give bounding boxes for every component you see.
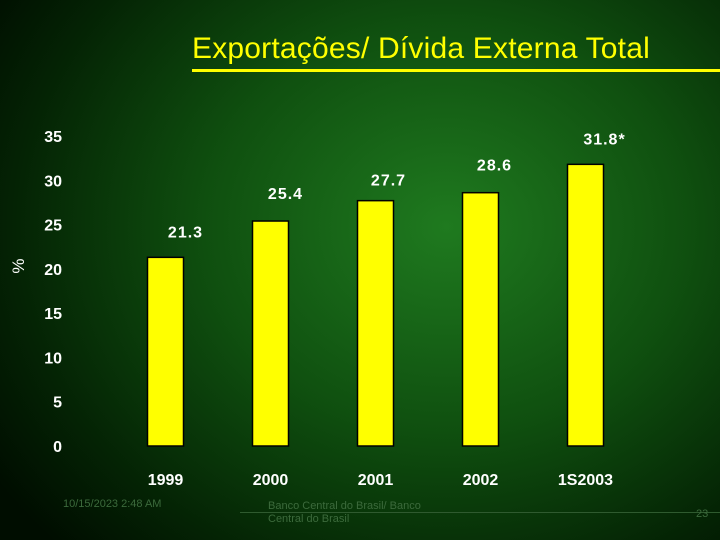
y-tick-label: 5: [53, 395, 62, 412]
x-tick-label: 2002: [463, 472, 499, 489]
y-tick-label: 25: [44, 218, 62, 235]
data-label: 25.4: [268, 186, 303, 203]
page-number: 23: [696, 508, 709, 520]
bar: [251, 220, 290, 447]
chart-title: Exportações/ Dívida Externa Total: [192, 32, 650, 65]
y-tick-label: 20: [44, 262, 62, 279]
y-tick-label: 30: [44, 173, 62, 190]
bar: [146, 256, 185, 447]
y-tick-label: 10: [44, 350, 62, 367]
bar: [461, 191, 500, 447]
data-label: 31.8*: [583, 131, 625, 148]
y-tick-label: 15: [44, 306, 62, 323]
y-tick-label: 35: [44, 129, 62, 146]
footer-organization: Banco Central do Brasil/ Banco Central d…: [268, 500, 421, 525]
x-tick-label: 2000: [253, 472, 289, 489]
footer-rule: [240, 512, 720, 513]
y-axis-label: %: [9, 258, 28, 273]
data-label: 28.6: [477, 158, 512, 175]
x-tick-label: 1999: [148, 472, 184, 489]
x-tick-label: 1S2003: [558, 472, 613, 489]
bar: [356, 199, 395, 447]
y-tick-label: 0: [53, 439, 62, 456]
data-label: 27.7: [371, 173, 406, 190]
bar: [566, 163, 605, 447]
title-underline: [192, 69, 720, 72]
x-tick-label: 2001: [358, 472, 394, 489]
data-label: 21.3: [168, 224, 203, 241]
footer-date: 10/15/2023 2:48 AM: [63, 498, 162, 510]
